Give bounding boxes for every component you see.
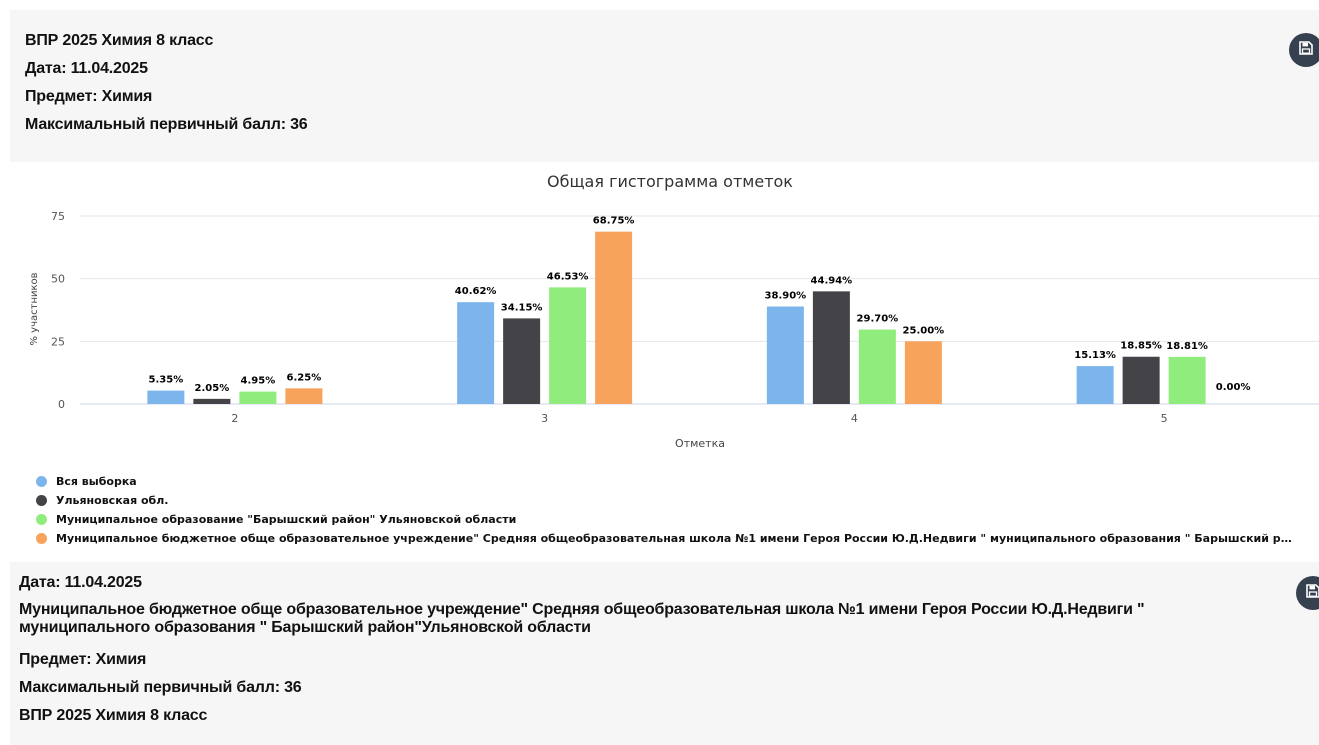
- school-date: Дата: 11.04.2025: [19, 574, 142, 591]
- data-label: 46.53%: [547, 271, 589, 282]
- data-label: 4.95%: [241, 376, 276, 387]
- save-button[interactable]: [1289, 33, 1319, 67]
- bar[interactable]: [858, 329, 896, 404]
- data-label: 38.90%: [765, 290, 807, 301]
- bar[interactable]: [1076, 366, 1114, 404]
- legend-label: Ульяновская обл.: [56, 494, 169, 507]
- report-subject: Предмет: Химия: [25, 88, 153, 105]
- report-date: Дата: 11.04.2025: [25, 60, 148, 77]
- bar[interactable]: [549, 287, 587, 404]
- data-label: 15.13%: [1074, 350, 1116, 361]
- x-tick-label: 2: [231, 412, 238, 425]
- x-tick-label: 4: [851, 412, 858, 425]
- report-max-score: Максимальный первичный балл: 36: [25, 116, 308, 133]
- school-info-panel: Дата: 11.04.2025 Муниципальное бюджетное…: [10, 562, 1319, 745]
- y-tick-label: 0: [58, 398, 65, 411]
- legend-marker: [36, 514, 47, 525]
- y-tick-label: 25: [51, 335, 65, 348]
- bar[interactable]: [239, 391, 277, 404]
- report-header-panel: ВПР 2025 Химия 8 класс Дата: 11.04.2025 …: [10, 10, 1319, 162]
- data-label: 29.70%: [857, 314, 899, 325]
- chart-title: Общая гистограмма отметок: [547, 172, 793, 191]
- bar[interactable]: [147, 390, 185, 404]
- school-report-title: ВПР 2025 Химия 8 класс: [19, 707, 208, 724]
- data-label: 18.81%: [1166, 341, 1208, 352]
- report-title: ВПР 2025 Химия 8 класс: [25, 32, 214, 49]
- x-tick-label: 5: [1161, 412, 1168, 425]
- legend-marker: [36, 495, 47, 506]
- legend-label: Муниципальное бюджетное обще образовател…: [56, 532, 1296, 545]
- x-tick-label: 3: [541, 412, 548, 425]
- data-label: 18.85%: [1120, 341, 1162, 352]
- data-label: 40.62%: [455, 286, 497, 297]
- bar[interactable]: [457, 302, 495, 404]
- school-subject: Предмет: Химия: [19, 651, 147, 668]
- bar[interactable]: [766, 306, 804, 404]
- save-button-secondary[interactable]: [1296, 576, 1319, 610]
- legend-label: Вся выборка: [56, 475, 137, 488]
- data-label: 25.00%: [903, 325, 945, 336]
- bar[interactable]: [904, 341, 942, 404]
- y-tick-label: 50: [51, 273, 65, 286]
- y-tick-label: 75: [51, 210, 65, 223]
- x-axis-title: Отметка: [675, 437, 725, 450]
- legend-label: Муниципальное образование "Барышский рай…: [56, 513, 517, 526]
- school-name: Муниципальное бюджетное обще образовател…: [19, 601, 1145, 636]
- y-axis-title: % участников: [29, 272, 40, 345]
- data-label: 44.94%: [811, 275, 853, 286]
- bar[interactable]: [503, 318, 541, 404]
- chart-svg: Общая гистограмма отметок 0 25 50 75 2 3 4 5 5.…: [29, 172, 1319, 450]
- bar[interactable]: [193, 398, 231, 404]
- save-icon: [1305, 583, 1319, 604]
- legend-marker: [36, 476, 47, 487]
- legend-item[interactable]: Ульяновская обл.: [36, 491, 1296, 510]
- school-max-score: Максимальный первичный балл: 36: [19, 679, 302, 696]
- legend-marker: [36, 533, 47, 544]
- save-icon: [1298, 40, 1314, 61]
- data-label: 5.35%: [149, 375, 184, 386]
- bar[interactable]: [285, 388, 323, 404]
- data-label: 0.00%: [1216, 382, 1251, 393]
- chart-legend: Вся выборка Ульяновская обл. Муниципальное…: [36, 472, 1296, 548]
- data-label: 6.25%: [287, 372, 322, 383]
- histogram-chart: Общая гистограмма отметок 0 25 50 75 2 3 4 5 5.…: [10, 162, 1319, 560]
- legend-item[interactable]: Муниципальное образование "Барышский рай…: [36, 510, 1296, 529]
- bar[interactable]: [1168, 356, 1206, 404]
- bar[interactable]: [812, 291, 850, 404]
- bar[interactable]: [1122, 356, 1160, 404]
- bar[interactable]: [595, 231, 633, 404]
- legend-item[interactable]: Вся выборка: [36, 472, 1296, 491]
- data-label: 34.15%: [501, 302, 543, 313]
- legend-item[interactable]: Муниципальное бюджетное обще образовател…: [36, 529, 1296, 548]
- data-label: 68.75%: [593, 216, 635, 227]
- data-label: 2.05%: [195, 383, 230, 394]
